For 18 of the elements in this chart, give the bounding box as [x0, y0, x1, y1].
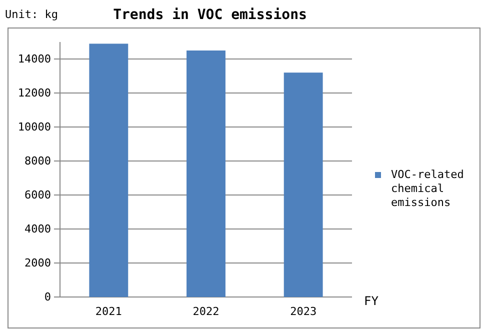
y-tick-label: 2000	[24, 256, 51, 270]
x-axis-title: FY	[364, 294, 380, 308]
chart-title: Trends in VOC emissions	[113, 7, 307, 23]
bar	[89, 44, 128, 297]
y-tick-label: 14000	[18, 52, 51, 66]
x-tick-label: 2022	[192, 304, 220, 318]
bar	[284, 72, 323, 297]
x-tick-label: 2023	[290, 304, 317, 318]
x-tick-label: 2021	[95, 304, 122, 318]
text: Unit: kg	[5, 8, 58, 21]
legend-label: VOC-related chemical emissions	[391, 168, 464, 209]
bar	[186, 50, 226, 297]
y-tick-label: 6000	[24, 188, 51, 202]
y-tick-label: 0	[44, 290, 51, 304]
y-tick-label: 4000	[24, 222, 51, 236]
y-tick-label: 12000	[18, 86, 51, 100]
y-tick-label: 8000	[24, 154, 51, 168]
y-tick-label: 10000	[18, 120, 51, 134]
